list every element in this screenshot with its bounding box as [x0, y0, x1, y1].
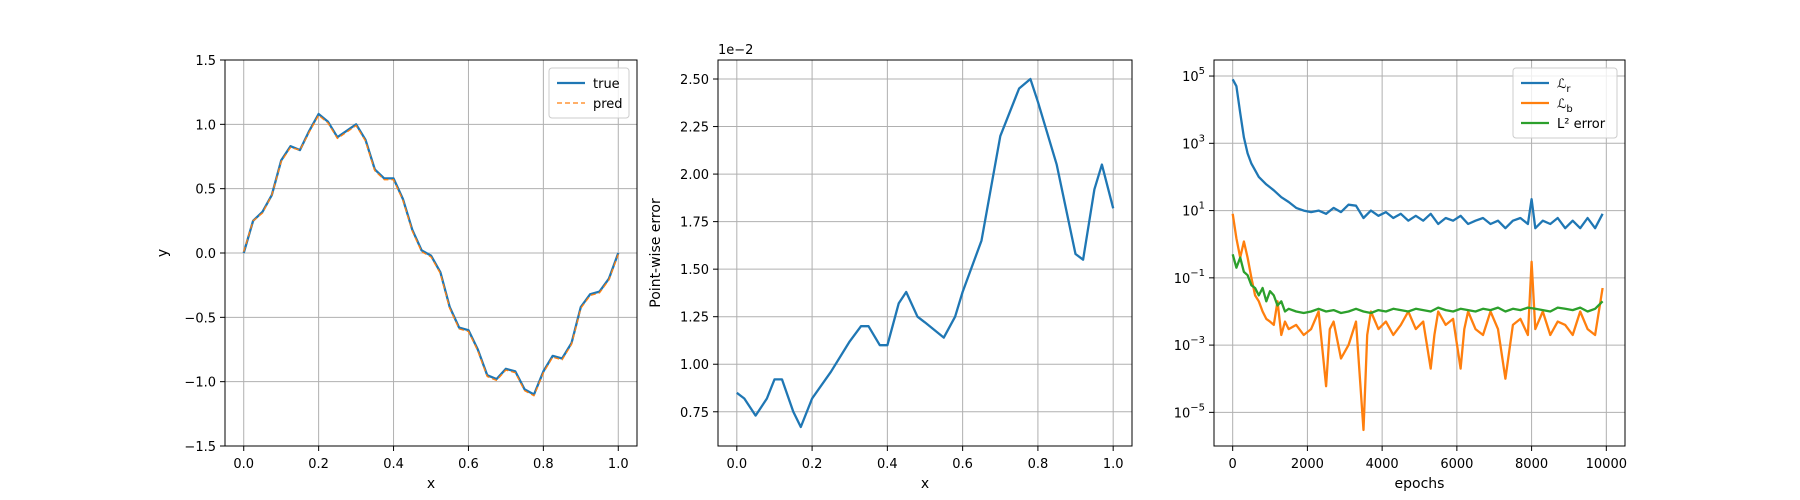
y-tick-label: 0.75	[680, 406, 709, 421]
y-offset-label: 1e−2	[718, 43, 753, 58]
x-tick-label: 0.0	[233, 457, 254, 472]
x-tick-label: 8000	[1515, 457, 1548, 472]
y-tick-label: 10−3	[1174, 335, 1205, 354]
y-tick-label: 10−5	[1174, 402, 1205, 421]
y-tick-label: 2.25	[680, 121, 709, 136]
legend-label: ℒb	[1557, 97, 1573, 115]
series-line-s0	[736, 77, 1115, 429]
axes-frame	[717, 59, 1133, 447]
legend-label: true	[593, 77, 620, 92]
y-tick-label: −1.0	[184, 376, 216, 391]
x-axis-label: epochs	[1395, 476, 1445, 492]
x-tick-label: 0.4	[877, 457, 898, 472]
y-tick-label: −0.5	[184, 311, 216, 326]
x-tick-label: 0.2	[308, 457, 329, 472]
y-tick-label: 105	[1182, 66, 1205, 85]
x-tick-label: 0.6	[458, 457, 479, 472]
y-axis-label: Point-wise error	[648, 198, 664, 308]
y-tick-label: 2.00	[680, 168, 709, 183]
chart-panel-3: 0 2000 4000 6000 8000 10000 10−5 10−3 10−1 101 103…	[1174, 59, 1627, 492]
chart-panel-1: 0.0 0.2 0.4 0.6 0.8 1.0 −1.5 −1.0 −0.5 0.0 0.5 1.0 1…	[155, 54, 638, 492]
axes-frame	[224, 59, 638, 447]
x-axis-label: x	[427, 476, 435, 492]
x-tick-label: 10000	[1586, 457, 1627, 472]
y-tick-label: 2.50	[680, 73, 709, 88]
y-tick-label: 1.25	[680, 311, 709, 326]
y-tick-label: 10−1	[1174, 268, 1205, 287]
legend-label: L² error	[1557, 117, 1606, 132]
axes-frame	[1213, 59, 1626, 447]
legend-box	[548, 67, 630, 119]
x-tick-label: 0.8	[1028, 457, 1049, 472]
series-line-pred	[243, 114, 619, 397]
x-tick-label: 2000	[1291, 457, 1324, 472]
series-line-Lerror	[1231, 253, 1604, 315]
x-tick-label: 4000	[1366, 457, 1399, 472]
series-line-s1	[1231, 213, 1604, 432]
x-axis-label: x	[921, 476, 929, 492]
series-line-true	[242, 112, 620, 396]
y-tick-label: 0.5	[195, 183, 216, 198]
legend: ℒr ℒb L² error	[1512, 67, 1618, 139]
x-tick-label: 0.6	[952, 457, 973, 472]
x-tick-label: 0	[1229, 457, 1237, 472]
y-axis-label: y	[155, 249, 171, 257]
x-tick-label: 6000	[1440, 457, 1473, 472]
x-tick-label: 0.8	[533, 457, 554, 472]
legend-label: ℒr	[1557, 77, 1571, 95]
y-tick-label: 1.00	[680, 358, 709, 373]
legend-box	[1512, 67, 1618, 139]
legend-label: pred	[593, 97, 623, 112]
x-tick-label: 0.2	[802, 457, 823, 472]
y-tick-label: 103	[1182, 133, 1205, 152]
y-tick-label: 1.0	[195, 118, 216, 133]
y-tick-label: 1.75	[680, 216, 709, 231]
y-tick-label: 1.5	[195, 54, 216, 69]
x-tick-label: 1.0	[1103, 457, 1124, 472]
x-tick-label: 0.4	[383, 457, 404, 472]
y-tick-label: 0.0	[195, 247, 216, 262]
y-tick-label: 101	[1182, 201, 1205, 220]
y-tick-label: −1.5	[184, 440, 216, 455]
x-tick-label: 0.0	[726, 457, 747, 472]
chart-panel-2: 0.0 0.2 0.4 0.6 0.8 1.0 0.75 1.00 1.25 1.50 1.75 2.…	[648, 43, 1133, 492]
x-tick-label: 1.0	[608, 457, 629, 472]
legend: true pred	[548, 67, 630, 119]
series-line-s0	[1231, 78, 1604, 230]
y-tick-label: 1.50	[680, 263, 709, 278]
